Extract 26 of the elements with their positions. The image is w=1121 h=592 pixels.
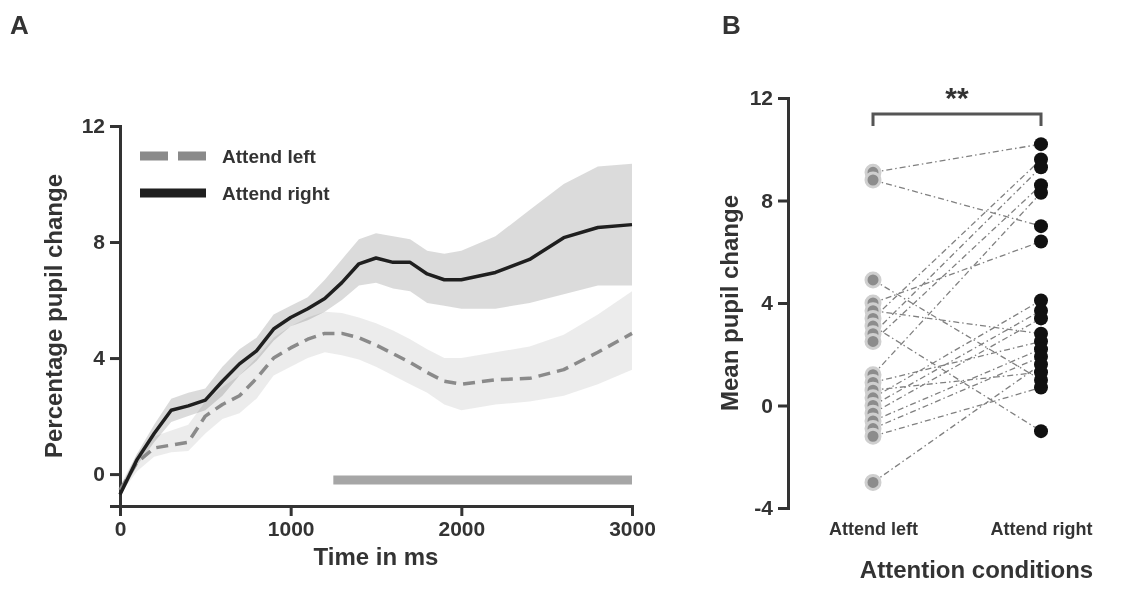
y-axis-title: Percentage pupil change bbox=[40, 173, 67, 459]
legend-label: Attend right bbox=[222, 183, 331, 204]
chart-title: A bbox=[10, 10, 29, 40]
x-tick-label: 3000 bbox=[609, 516, 656, 540]
y-tick-label: 12 bbox=[81, 114, 105, 138]
y-tick-label: 12 bbox=[749, 86, 773, 110]
y-tick-label: 0 bbox=[93, 462, 105, 486]
line-series bbox=[118, 331, 634, 492]
x-tick-label: 0 bbox=[114, 516, 127, 540]
y-tick-label: 4 bbox=[93, 346, 106, 370]
x-tick-label: 2000 bbox=[438, 516, 486, 540]
x-tick-label: Attend right bbox=[990, 518, 1093, 539]
x-axis-title: Attention conditions bbox=[859, 556, 1094, 583]
y-tick-label: -4 bbox=[754, 496, 774, 520]
legend-label: Attend left bbox=[222, 146, 317, 167]
y-tick-label: 0 bbox=[761, 393, 773, 417]
x-tick-label: 1000 bbox=[267, 516, 315, 540]
x-tick-label: Attend left bbox=[829, 518, 918, 539]
x-axis-title: Time in ms bbox=[313, 543, 439, 570]
y-tick-label: 4 bbox=[761, 291, 774, 315]
line-series bbox=[118, 222, 634, 497]
annotation: ** bbox=[945, 81, 969, 114]
chart-title: B bbox=[722, 10, 741, 40]
y-axis-title: Mean pupil change bbox=[716, 194, 743, 412]
y-tick-label: 8 bbox=[761, 188, 774, 212]
y-tick-label: 8 bbox=[93, 230, 106, 254]
